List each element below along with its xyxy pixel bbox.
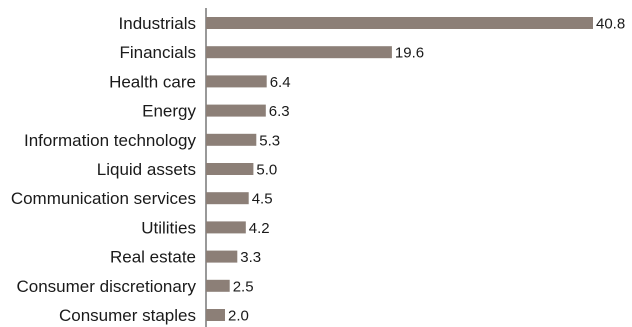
category-label: Health care <box>109 72 196 91</box>
value-label: 2.0 <box>228 308 249 325</box>
value-label: 4.5 <box>252 191 273 208</box>
category-label: Utilities <box>141 218 196 237</box>
bars-group <box>206 17 593 321</box>
bar-financials <box>206 46 392 59</box>
category-label: Energy <box>142 102 196 121</box>
category-label: Consumer staples <box>59 306 196 325</box>
value-label: 3.3 <box>240 249 261 266</box>
bar-consumer-discretionary <box>206 279 230 292</box>
category-label: Real estate <box>110 248 196 267</box>
value-label: 19.6 <box>395 45 424 62</box>
bar-health-care <box>206 75 267 88</box>
bar-liquid-assets <box>206 163 254 175</box>
bar-communication-services <box>206 192 249 205</box>
value-labels-group: 40.8 19.6 6.4 6.3 5.3 5.0 4.5 4.2 3.3 2.5 2.0 <box>228 16 625 325</box>
value-label: 5.0 <box>256 162 277 179</box>
category-label: Financials <box>119 43 196 62</box>
bar-information-technology <box>206 133 257 146</box>
value-label: 5.3 <box>259 132 280 149</box>
value-label: 40.8 <box>596 16 625 33</box>
category-label: Communication services <box>11 189 196 208</box>
value-label: 4.2 <box>249 220 270 237</box>
value-label: 6.3 <box>269 103 290 120</box>
value-label: 6.4 <box>270 74 291 91</box>
bar-utilities <box>206 221 246 234</box>
bar-industrials <box>206 17 593 29</box>
bar-energy <box>206 104 266 117</box>
value-label: 2.5 <box>233 278 254 295</box>
category-label: Industrials <box>119 14 196 33</box>
category-label: Liquid assets <box>97 160 196 179</box>
category-labels-group: Industrials Financials Health care Energy In… <box>11 14 197 325</box>
bar-consumer-staples <box>206 309 225 321</box>
category-label: Consumer discretionary <box>16 277 196 296</box>
category-label: Information technology <box>24 131 196 150</box>
bar-real-estate <box>206 250 238 263</box>
